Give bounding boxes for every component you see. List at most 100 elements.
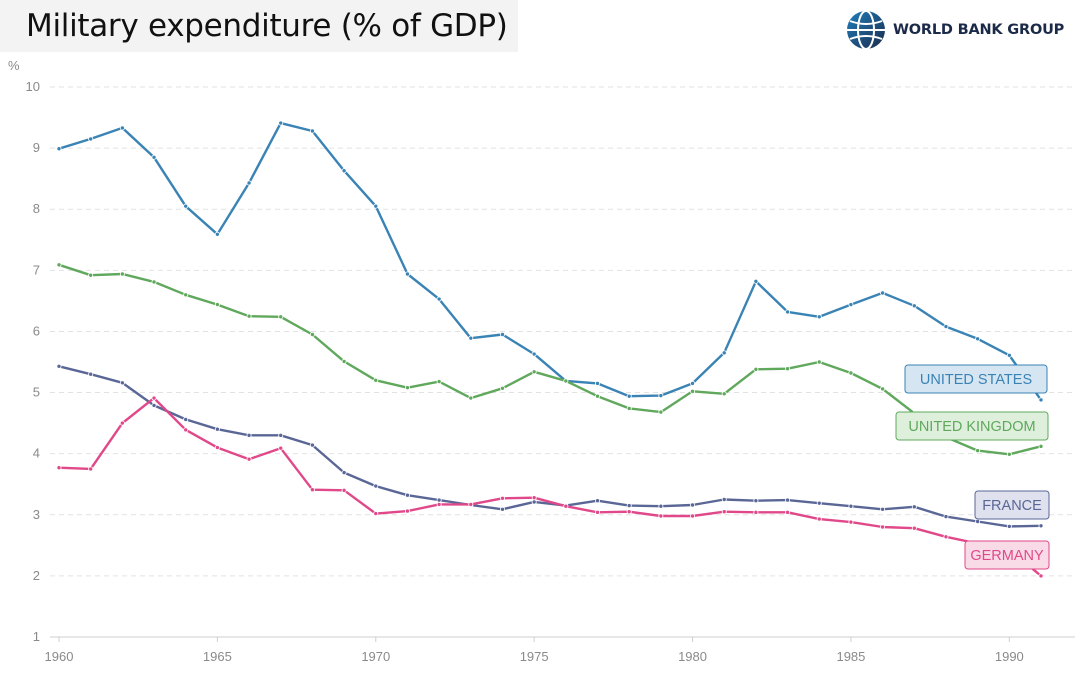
data-point[interactable] <box>975 448 981 454</box>
data-point[interactable] <box>341 487 347 493</box>
data-point[interactable] <box>785 497 791 503</box>
data-point[interactable] <box>278 314 284 320</box>
data-point[interactable] <box>214 445 220 451</box>
data-point[interactable] <box>563 503 569 509</box>
data-point[interactable] <box>88 466 94 472</box>
data-point[interactable] <box>373 377 379 383</box>
data-point[interactable] <box>499 506 505 512</box>
data-point[interactable] <box>119 420 125 426</box>
data-point[interactable] <box>690 513 696 519</box>
data-point[interactable] <box>911 525 917 531</box>
data-point[interactable] <box>56 146 62 152</box>
data-point[interactable] <box>1006 352 1012 358</box>
data-point[interactable] <box>151 402 157 408</box>
data-point[interactable] <box>436 379 442 385</box>
world-bank-logo[interactable]: WORLD BANK GROUP <box>845 9 1064 51</box>
data-point[interactable] <box>309 442 315 448</box>
data-point[interactable] <box>595 498 601 504</box>
data-point[interactable] <box>151 154 157 160</box>
data-point[interactable] <box>816 359 822 365</box>
data-point[interactable] <box>785 366 791 372</box>
data-point[interactable] <box>1038 573 1044 579</box>
data-point[interactable] <box>151 395 157 401</box>
data-point[interactable] <box>56 262 62 268</box>
data-point[interactable] <box>690 380 696 386</box>
data-point[interactable] <box>56 465 62 471</box>
data-point[interactable] <box>341 470 347 476</box>
data-point[interactable] <box>183 416 189 422</box>
series-line[interactable] <box>58 121 1042 401</box>
data-point[interactable] <box>816 314 822 320</box>
data-point[interactable] <box>119 380 125 386</box>
data-point[interactable] <box>88 272 94 278</box>
data-point[interactable] <box>499 385 505 391</box>
data-point[interactable] <box>309 331 315 337</box>
series-line[interactable] <box>58 396 1042 577</box>
data-point[interactable] <box>436 296 442 302</box>
data-point[interactable] <box>531 499 537 505</box>
data-point[interactable] <box>880 386 886 392</box>
data-point[interactable] <box>404 492 410 498</box>
data-point[interactable] <box>309 487 315 493</box>
data-point[interactable] <box>848 519 854 525</box>
data-point[interactable] <box>943 514 949 520</box>
data-point[interactable] <box>626 503 632 509</box>
data-point[interactable] <box>880 524 886 530</box>
data-point[interactable] <box>499 495 505 501</box>
data-point[interactable] <box>848 503 854 509</box>
data-point[interactable] <box>341 358 347 364</box>
data-point[interactable] <box>278 445 284 451</box>
data-point[interactable] <box>468 395 474 401</box>
data-point[interactable] <box>785 309 791 315</box>
data-point[interactable] <box>1006 451 1012 457</box>
data-point[interactable] <box>753 498 759 504</box>
data-point[interactable] <box>721 350 727 356</box>
data-point[interactable] <box>373 483 379 489</box>
data-point[interactable] <box>975 519 981 525</box>
data-point[interactable] <box>246 456 252 462</box>
series-united-states[interactable] <box>56 120 1044 403</box>
data-point[interactable] <box>785 509 791 515</box>
data-point[interactable] <box>753 278 759 284</box>
data-point[interactable] <box>658 393 664 399</box>
data-point[interactable] <box>88 136 94 142</box>
data-point[interactable] <box>975 336 981 342</box>
data-point[interactable] <box>531 351 537 357</box>
data-point[interactable] <box>911 504 917 510</box>
data-point[interactable] <box>816 516 822 522</box>
data-point[interactable] <box>721 496 727 502</box>
data-point[interactable] <box>1038 397 1044 403</box>
data-point[interactable] <box>626 509 632 515</box>
data-point[interactable] <box>436 501 442 507</box>
data-point[interactable] <box>404 385 410 391</box>
data-point[interactable] <box>595 393 601 399</box>
data-point[interactable] <box>404 271 410 277</box>
data-point[interactable] <box>499 331 505 337</box>
data-point[interactable] <box>309 128 315 134</box>
data-point[interactable] <box>183 292 189 298</box>
data-point[interactable] <box>246 313 252 319</box>
data-point[interactable] <box>183 427 189 433</box>
data-point[interactable] <box>943 534 949 540</box>
data-point[interactable] <box>816 500 822 506</box>
data-point[interactable] <box>626 393 632 399</box>
data-point[interactable] <box>468 501 474 507</box>
data-point[interactable] <box>88 371 94 377</box>
data-point[interactable] <box>56 363 62 369</box>
data-point[interactable] <box>690 502 696 508</box>
data-point[interactable] <box>690 388 696 394</box>
data-point[interactable] <box>436 497 442 503</box>
data-point[interactable] <box>595 380 601 386</box>
data-point[interactable] <box>626 405 632 411</box>
series-france[interactable] <box>56 363 1044 529</box>
data-point[interactable] <box>278 120 284 126</box>
data-point[interactable] <box>214 302 220 308</box>
data-point[interactable] <box>1006 523 1012 529</box>
data-point[interactable] <box>214 231 220 237</box>
data-point[interactable] <box>1038 523 1044 529</box>
series-line[interactable] <box>58 263 1042 456</box>
data-point[interactable] <box>373 511 379 517</box>
data-point[interactable] <box>658 409 664 415</box>
data-point[interactable] <box>911 303 917 309</box>
data-point[interactable] <box>753 366 759 372</box>
